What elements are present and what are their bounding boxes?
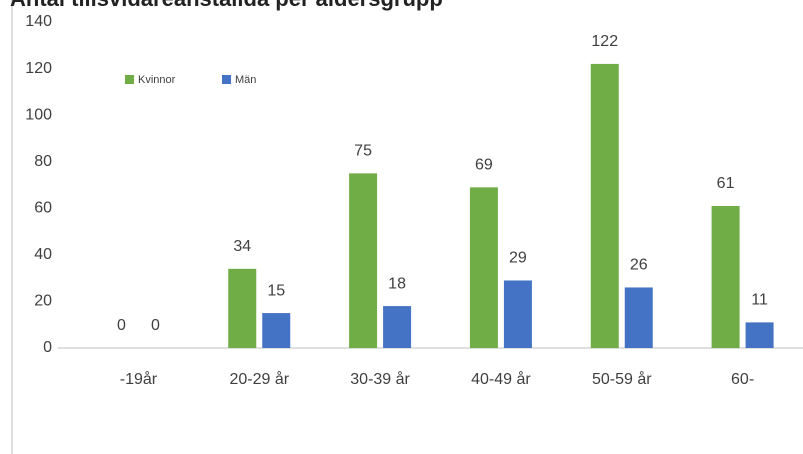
bar: [624, 287, 653, 348]
data-label: 18: [388, 275, 406, 292]
data-label: 11: [751, 292, 768, 309]
bar: [469, 187, 498, 348]
y-tick-label: 140: [25, 13, 52, 30]
data-label: 34: [233, 238, 251, 255]
x-tick-label: 20-29 år: [229, 370, 289, 388]
data-label: 61: [717, 175, 735, 192]
bar: [349, 173, 378, 348]
y-tick-label: 80: [34, 153, 52, 170]
legend-swatch: [222, 75, 231, 84]
y-tick-label: 0: [43, 339, 52, 356]
x-tick-label: 50-59 år: [592, 370, 652, 388]
y-tick-label: 40: [34, 246, 52, 263]
data-label: 122: [591, 33, 618, 50]
y-tick-label: 60: [34, 200, 52, 217]
x-tick-label: 40-49 år: [471, 370, 531, 388]
x-tick-label: -19år: [120, 370, 158, 388]
y-tick-label: 120: [25, 60, 52, 77]
bar: [503, 280, 532, 348]
bar: [228, 268, 257, 348]
data-label: 29: [509, 250, 527, 267]
chart-title: Antal tillsvidareanställda per åldersgru…: [10, 0, 443, 11]
data-label: 0: [151, 317, 160, 334]
bar: [590, 63, 619, 349]
data-label: 26: [630, 257, 648, 274]
y-tick-label: 100: [25, 106, 52, 123]
legend-label: Kvinnor: [138, 74, 176, 86]
data-label: 0: [117, 317, 126, 334]
x-tick-label: 30-39 år: [350, 370, 410, 388]
legend-label: Män: [235, 74, 256, 86]
data-label: 69: [475, 157, 493, 174]
bar: [262, 313, 291, 348]
data-label: 15: [267, 282, 285, 299]
x-tick-label: 60-: [731, 371, 754, 388]
y-tick-label: 20: [34, 293, 52, 310]
bar: [711, 205, 740, 348]
bar: [745, 322, 774, 348]
bar: [383, 306, 412, 348]
data-label: 75: [354, 143, 372, 160]
legend-swatch: [125, 75, 134, 84]
